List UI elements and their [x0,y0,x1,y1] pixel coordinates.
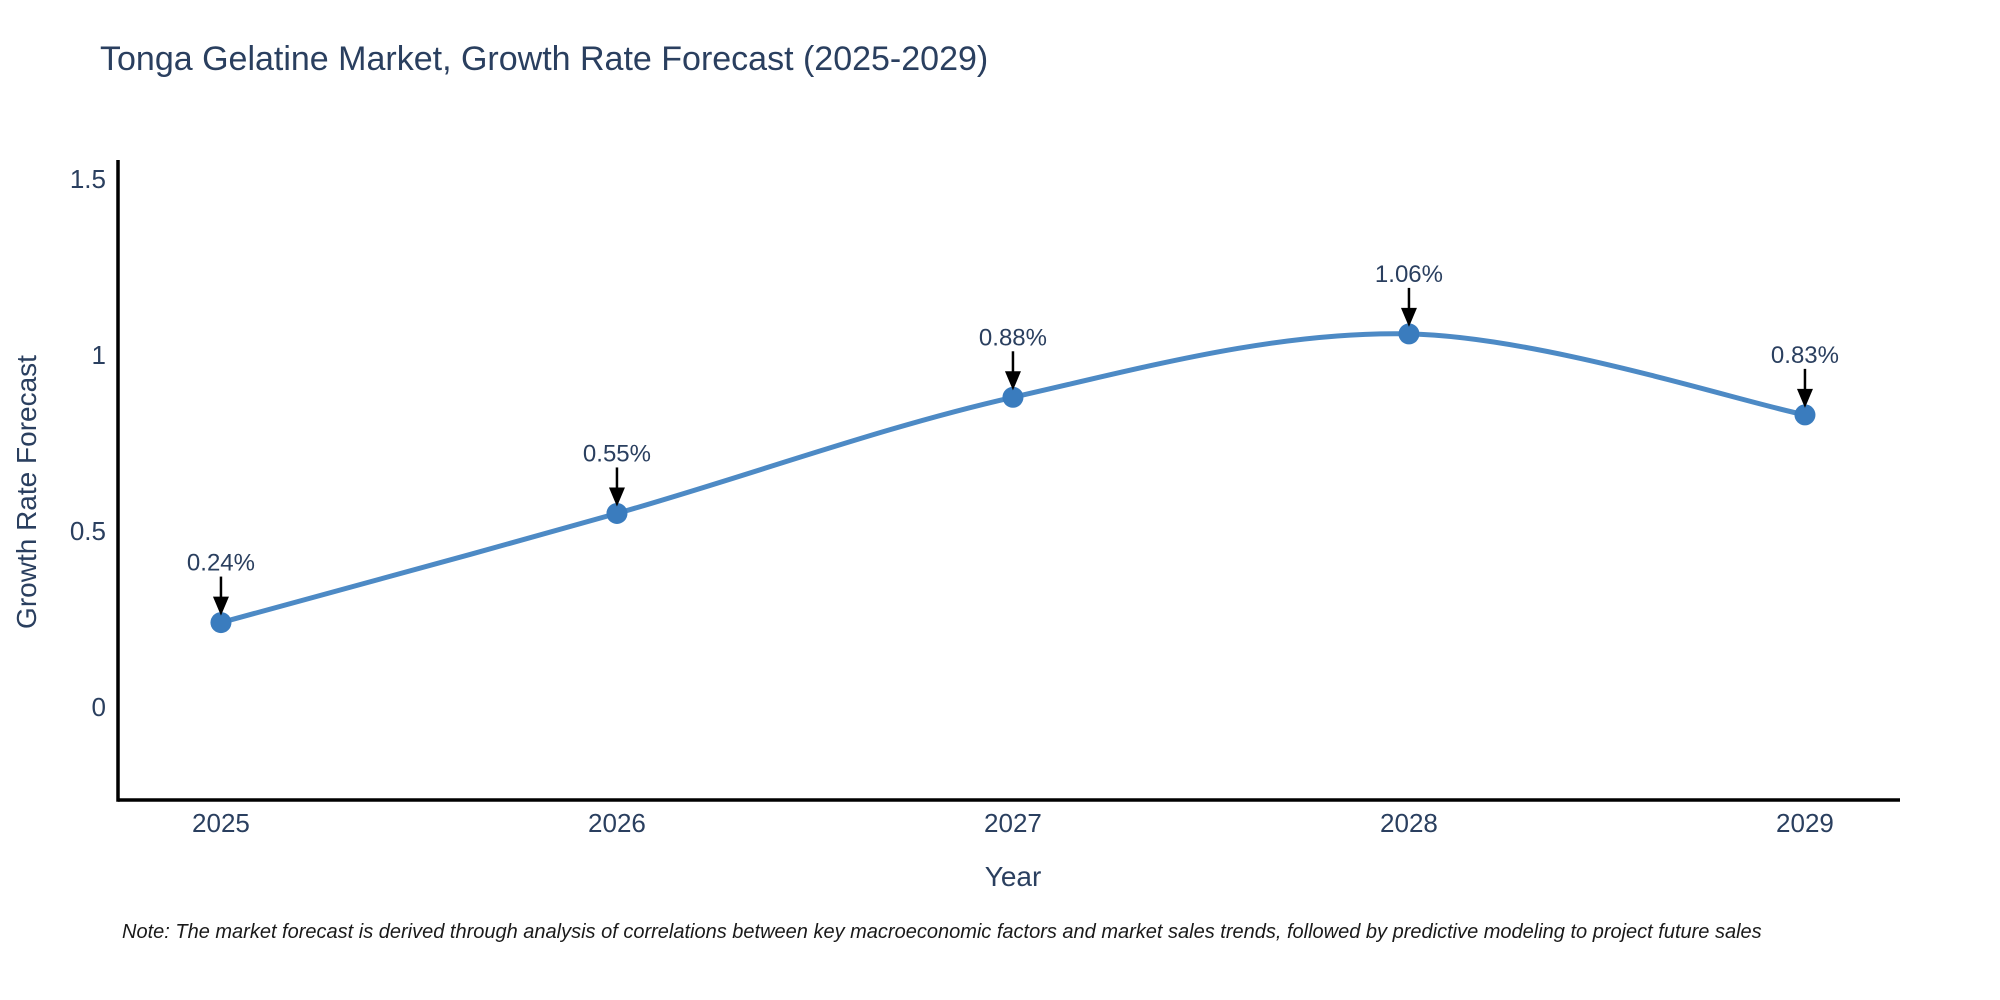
y-tick-label: 0 [92,692,106,722]
data-point-marker [606,502,628,524]
x-tick-label: 2025 [192,808,250,838]
annotation-label: 1.06% [1375,261,1443,288]
data-point-marker [1398,323,1420,345]
annotation-arrowhead [1796,388,1813,408]
annotation-label: 0.24% [187,550,255,577]
data-point-marker [210,612,232,634]
annotation-label: 0.55% [583,440,651,467]
annotation-label: 0.88% [979,324,1047,351]
x-tick-label: 2029 [1776,808,1834,838]
annotation-arrowhead [212,596,229,616]
x-tick-label: 2027 [984,808,1042,838]
footnote: Note: The market forecast is derived thr… [122,921,1762,943]
x-tick-label: 2028 [1380,808,1438,838]
y-tick-label: 1 [92,340,106,370]
y-tick-label: 1.5 [70,164,106,194]
data-point-marker [1002,386,1024,408]
annotation-label: 0.83% [1771,342,1839,369]
x-axis-title: Year [984,861,1042,892]
y-tick-label: 0.5 [70,516,106,546]
annotation-arrowhead [608,487,625,507]
x-tick-label: 2026 [588,808,646,838]
annotation-arrowhead [1400,307,1417,327]
data-point-marker [1794,404,1816,426]
chart-title: Tonga Gelatine Market, Growth Rate Forec… [100,40,989,78]
annotation-arrowhead [1004,371,1021,391]
